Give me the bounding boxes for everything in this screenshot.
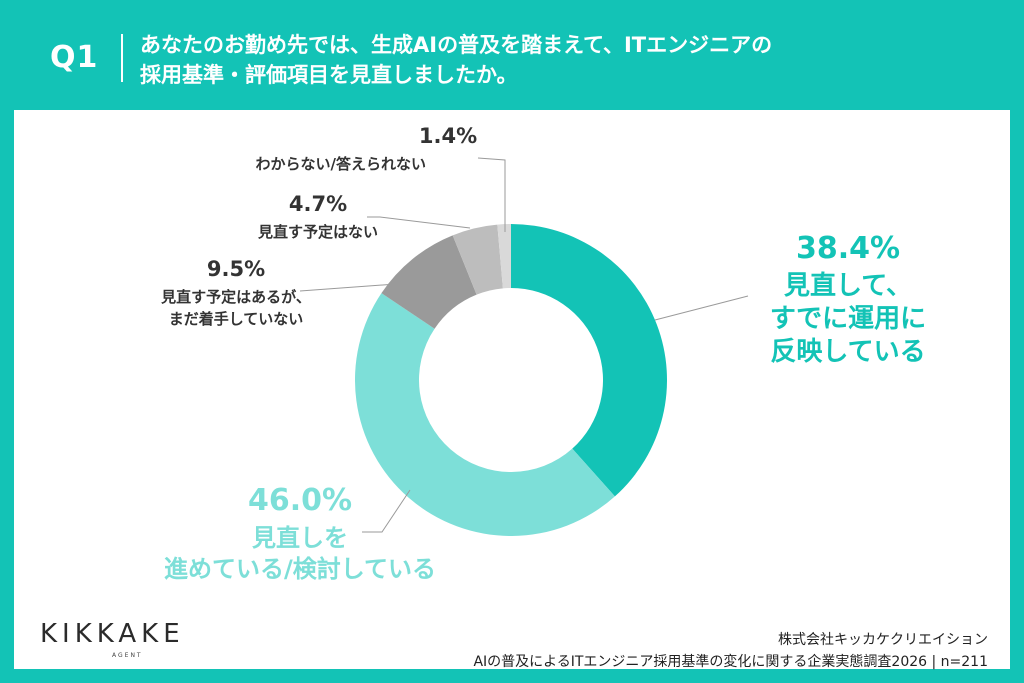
logo: KIKKAKE AGENT xyxy=(40,619,185,659)
chart-card xyxy=(14,110,1010,669)
logo-subtext: AGENT xyxy=(112,652,143,659)
donut-slice xyxy=(497,224,511,289)
question-text: あなたのお勤め先では、生成AIの普及を踏まえて、ITエンジニアの 採用基準・評価… xyxy=(140,30,1000,90)
slice-percent-label: 1.4% xyxy=(419,124,477,148)
slice-category-label: 反映している xyxy=(770,337,925,367)
question-divider xyxy=(121,34,123,82)
leader-line xyxy=(299,282,411,292)
header: Q1 あなたのお勤め先では、生成AIの普及を踏まえて、ITエンジニアの 採用基準… xyxy=(0,0,1024,108)
leader-line xyxy=(654,295,749,321)
donut-slice xyxy=(381,235,477,329)
leader-line xyxy=(477,157,506,232)
slice-category-label: まだ着手していない xyxy=(169,310,304,328)
question-line-1: あなたのお勤め先では、生成AIの普及を踏まえて、ITエンジニアの xyxy=(140,33,773,57)
donut-slice xyxy=(511,224,667,497)
logo-text: KIKKAKE xyxy=(40,619,185,649)
slice-category-label: 進めている/検討している xyxy=(164,555,436,583)
leader-line xyxy=(362,489,411,533)
donut-slice xyxy=(354,293,615,537)
slice-percent-label: 9.5% xyxy=(207,257,265,281)
slice-category-label: 見直す予定はない xyxy=(257,223,378,241)
footer-survey: AIの普及によるITエンジニア採用基準の変化に関する企業実態調査2026 | n… xyxy=(473,654,988,670)
donut-slice xyxy=(452,224,503,295)
question-number: Q1 xyxy=(50,40,99,75)
slice-category-label: 見直しを xyxy=(252,524,348,552)
slice-category-label: 見直す予定はあるが、 xyxy=(160,288,311,306)
slice-percent-label: 46.0% xyxy=(248,483,352,518)
slice-percent-label: 38.4% xyxy=(796,231,900,266)
slice-category-label: 見直して、 xyxy=(784,271,912,301)
question-line-2: 採用基準・評価項目を見直しましたか。 xyxy=(140,63,518,87)
footer-company: 株式会社キッカケクリエイション xyxy=(778,632,988,648)
slice-category-label: わからない/答えられない xyxy=(256,155,426,173)
slice-percent-label: 4.7% xyxy=(289,192,347,216)
leader-line xyxy=(367,216,471,229)
slice-category-label: すでに運用に xyxy=(770,304,926,334)
